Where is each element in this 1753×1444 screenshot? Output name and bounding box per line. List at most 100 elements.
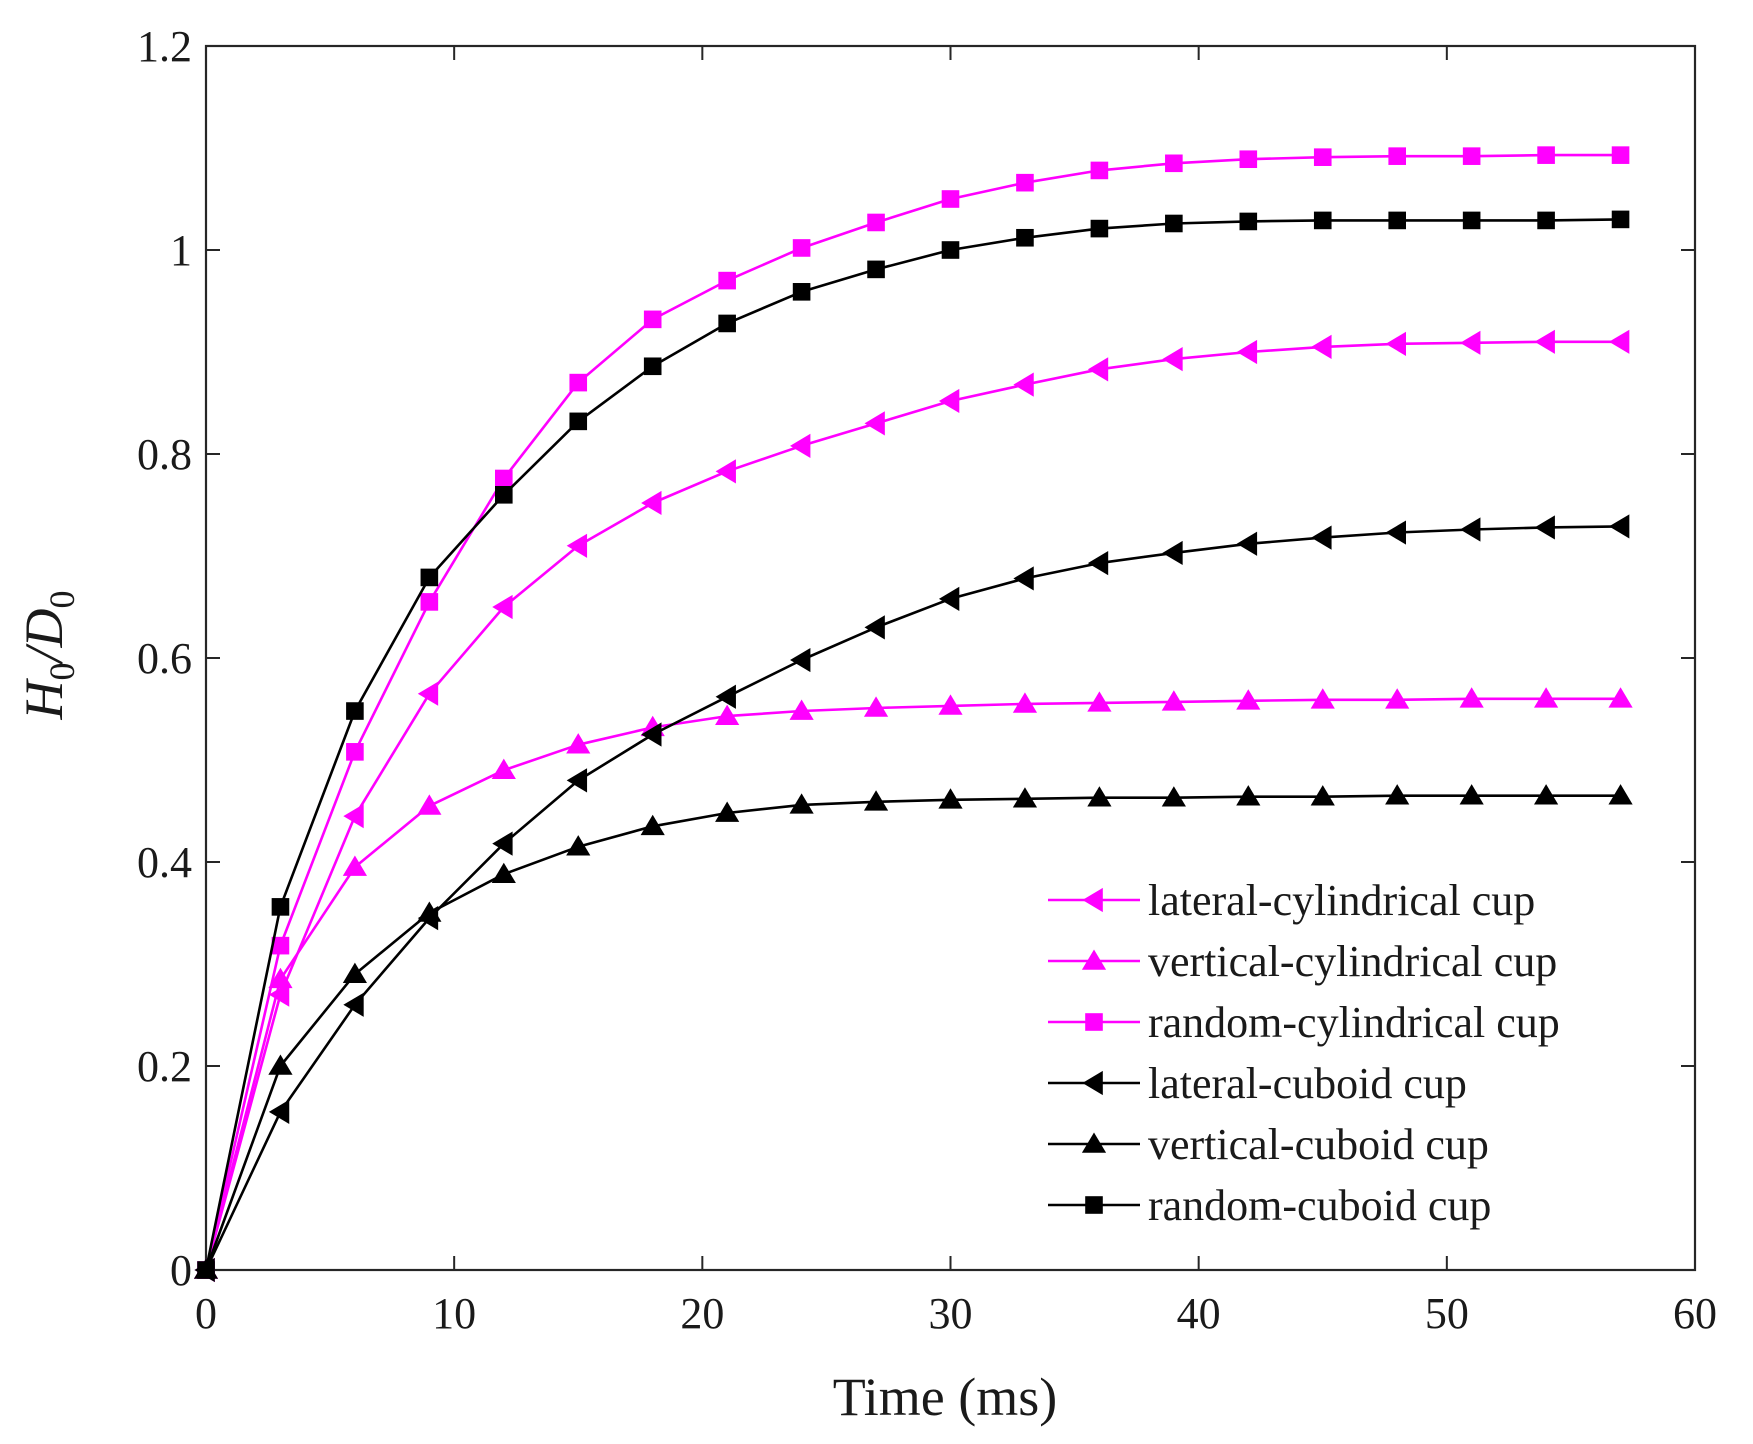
triangle-up-marker — [789, 699, 814, 720]
square-marker — [1090, 219, 1109, 238]
triangle-left-marker — [268, 982, 290, 1007]
triangle-up-marker — [938, 694, 963, 715]
triangle-left-marker — [790, 647, 811, 673]
axis-ticks: 0 10 20 30 40 50 60 0 0.2 0.4 0.6 0.8 1 1.2 — [137, 22, 1717, 1338]
series-line — [204, 218, 1621, 1271]
square-marker — [1611, 146, 1630, 164]
triangle-up-marker — [1236, 689, 1261, 710]
triangle-left-marker — [1534, 329, 1555, 354]
square-marker — [941, 241, 960, 259]
triangle-up-marker — [1081, 1132, 1107, 1153]
square-marker — [867, 213, 885, 232]
triangle-up-marker — [1310, 785, 1335, 806]
y-tick-label: 0.2 — [137, 1042, 192, 1091]
triangle-up-marker — [1459, 687, 1484, 708]
triangle-left-marker — [641, 490, 662, 516]
triangle-left-marker — [1385, 520, 1406, 545]
triangle-left-marker — [1460, 330, 1481, 355]
triangle-up-marker — [491, 862, 516, 884]
triangle-up-marker — [715, 704, 740, 725]
triangle-up-marker — [417, 794, 442, 815]
triangle-up-marker — [1608, 784, 1633, 805]
triangle-up-marker — [1087, 691, 1112, 712]
y-tick-label: 0 — [170, 1246, 192, 1295]
x-tick-label: 40 — [1177, 1289, 1221, 1338]
square-marker — [1165, 214, 1183, 233]
triangle-left-marker — [492, 594, 513, 620]
triangle-left-marker — [1311, 525, 1332, 550]
square-marker — [346, 702, 364, 720]
square-marker — [271, 936, 290, 955]
triangle-left-marker — [417, 681, 439, 706]
series-line — [204, 340, 1621, 1271]
triangle-up-marker — [1236, 785, 1261, 806]
triangle-up-marker — [566, 733, 591, 754]
series-layer — [193, 146, 1633, 1283]
x-tick-label: 20 — [680, 1289, 724, 1338]
square-marker — [1537, 146, 1555, 164]
series-vertical-cylindrical-cup — [193, 687, 1633, 1279]
square-marker — [792, 239, 811, 257]
square-marker — [643, 357, 662, 376]
triangle-left-marker — [1013, 372, 1034, 397]
triangle-left-marker — [715, 459, 736, 484]
legend-label: random-cylindrical cup — [1148, 998, 1560, 1047]
triangle-left-marker — [1013, 566, 1034, 591]
y-tick-label: 0.8 — [137, 430, 192, 479]
y-tick-label: 1 — [170, 226, 192, 275]
triangle-left-marker — [715, 684, 736, 709]
triangle-left-marker — [938, 586, 960, 611]
square-marker — [1016, 173, 1034, 192]
square-marker — [569, 373, 588, 392]
triangle-up-marker — [1385, 784, 1410, 805]
triangle-left-marker — [566, 768, 588, 793]
triangle-left-marker — [1236, 531, 1258, 556]
triangle-left-marker — [1385, 331, 1406, 356]
legend-item: vertical-cylindrical cup — [1048, 937, 1557, 986]
series-line — [204, 153, 1621, 1271]
square-marker — [1085, 1013, 1103, 1031]
series-line — [204, 697, 1621, 1271]
triangle-left-marker — [492, 831, 513, 856]
triangle-up-marker — [268, 967, 293, 989]
y-axis-title: H0/D0 — [14, 591, 82, 721]
series-random-cylindrical-cup — [197, 146, 1630, 1279]
triangle-left-marker — [1609, 514, 1630, 539]
triangle-up-marker — [863, 696, 889, 717]
legend-label: lateral-cuboid cup — [1148, 1059, 1467, 1108]
triangle-left-marker — [790, 433, 811, 458]
triangle-up-marker — [715, 801, 740, 822]
legend-label: vertical-cuboid cup — [1148, 1120, 1489, 1169]
triangle-up-marker — [1608, 687, 1633, 708]
triangle-up-marker — [342, 962, 367, 983]
square-marker — [867, 260, 885, 279]
triangle-left-marker — [1087, 357, 1109, 382]
triangle-up-marker — [1087, 786, 1112, 807]
triangle-left-marker — [343, 804, 364, 829]
square-marker — [420, 593, 439, 611]
triangle-up-marker — [1310, 688, 1335, 709]
triangle-up-marker — [938, 788, 963, 809]
triangle-up-marker — [1534, 687, 1559, 708]
legend-item: vertical-cuboid cup — [1048, 1120, 1489, 1169]
triangle-left-marker — [1082, 887, 1103, 913]
triangle-left-marker — [1082, 1070, 1103, 1096]
triangle-left-marker — [864, 615, 885, 640]
triangle-left-marker — [268, 1099, 290, 1124]
x-axis-title: Time (ms) — [833, 1367, 1058, 1427]
triangle-up-marker — [1012, 787, 1038, 808]
triangle-up-marker — [1385, 688, 1410, 709]
triangle-up-marker — [1012, 692, 1038, 713]
y-tick-label: 0.6 — [137, 634, 192, 683]
triangle-up-marker — [1081, 949, 1107, 970]
triangle-up-marker — [640, 814, 665, 836]
square-marker — [271, 898, 290, 916]
legend-item: random-cylindrical cup — [1048, 998, 1560, 1047]
legend-label: lateral-cylindrical cup — [1148, 876, 1535, 925]
triangle-left-marker — [1609, 329, 1630, 354]
triangle-up-marker — [1534, 784, 1559, 805]
legend-label: random-cuboid cup — [1148, 1181, 1491, 1230]
triangle-left-marker — [938, 388, 960, 414]
